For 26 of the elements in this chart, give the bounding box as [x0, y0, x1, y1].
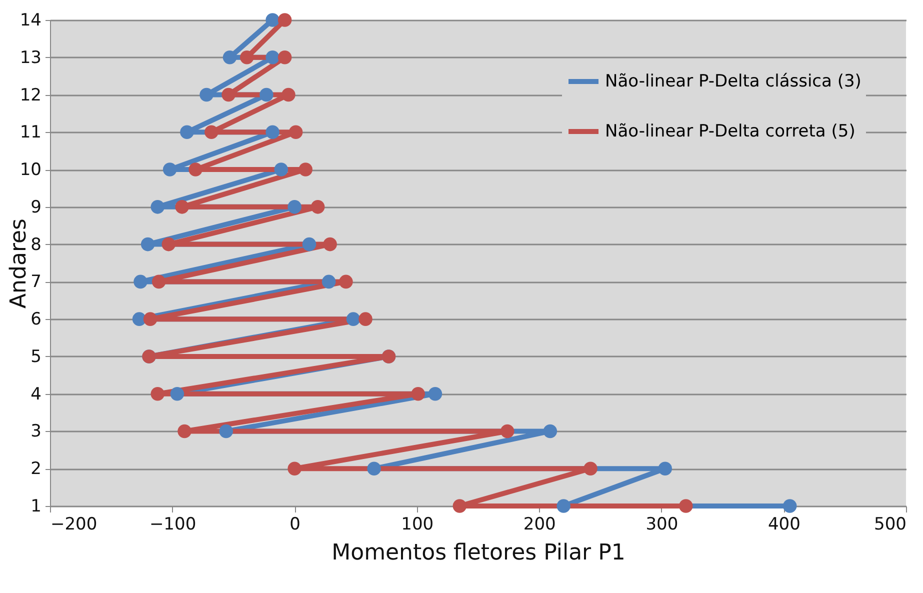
- legend-label: Não-linear P-Delta clássica (3): [605, 72, 862, 92]
- y-tick-label: 12: [20, 85, 42, 106]
- y-tick-label: 6: [30, 310, 42, 330]
- y-tick-label: 13: [20, 48, 42, 68]
- y-tick-label: 8: [30, 234, 42, 255]
- y-tick-label: 14: [20, 10, 42, 30]
- x-tick-label: 500: [874, 514, 906, 534]
- y-tick-label: 7: [30, 272, 42, 292]
- y-tick-label: 2: [30, 459, 42, 480]
- x-tick-label: −100: [149, 514, 196, 534]
- y-tick-label: 4: [30, 384, 42, 404]
- y-tick-label: 9: [30, 197, 42, 218]
- x-tick-label: 300: [646, 514, 678, 534]
- y-axis-title: Andares: [6, 218, 32, 308]
- y-tick-label: 10: [20, 160, 42, 180]
- y-tick-label: 1: [30, 496, 42, 516]
- x-tick-label: 200: [523, 514, 556, 534]
- y-tick-label: 11: [20, 122, 42, 143]
- x-tick-label: −200: [50, 514, 98, 534]
- x-tick-label: 400: [768, 514, 800, 534]
- y-tick-label: 5: [30, 346, 42, 367]
- x-tick-label: 0: [290, 514, 300, 534]
- x-axis-title: Momentos fletores Pilar P1: [332, 540, 626, 566]
- x-tick-label: 100: [401, 514, 434, 534]
- y-tick-label: 3: [30, 422, 42, 442]
- legend-label: Não-linear P-Delta correta (5): [605, 122, 856, 142]
